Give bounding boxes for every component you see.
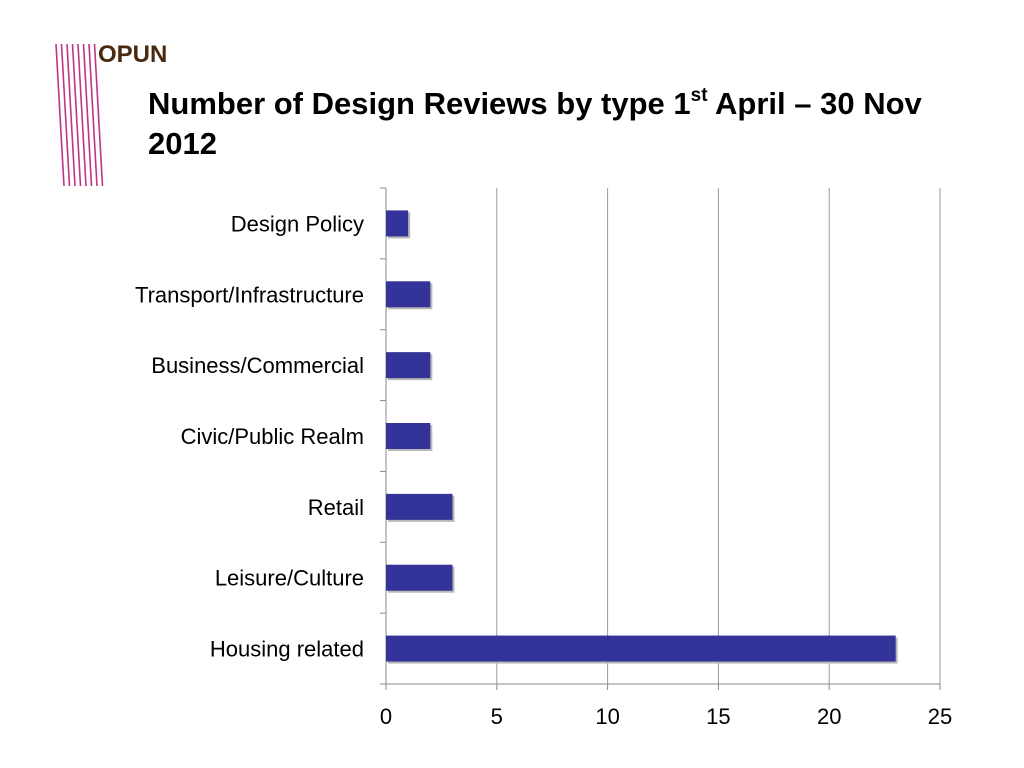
category-label: Design Policy [231,211,364,236]
logo-stripe [88,43,98,187]
x-tick-label: 10 [595,704,619,729]
bar [386,493,453,520]
logo-stripe [82,43,93,187]
category-label: Housing related [210,637,364,662]
opun-logo-stripes-icon [55,43,104,187]
category-label: Transport/Infrastructure [135,282,364,307]
bar [386,423,431,449]
bar [386,635,896,662]
logo-stripe [93,43,104,187]
x-tick-label: 20 [817,704,841,729]
x-tick-label: 0 [380,704,392,729]
chart-title-date-range: April – 30 Nov 2012 [148,86,922,161]
category-label: Leisure/Culture [215,566,364,591]
bar [386,281,431,308]
logo-stripe [77,43,87,187]
x-tick-label: 5 [491,704,503,729]
category-label: Business/Commercial [151,353,364,378]
x-tick-label: 15 [706,704,730,729]
bar [386,564,453,591]
bar [386,352,431,379]
chart-title-text: Number of Design Reviews by type 1 [148,86,691,121]
category-label: Civic/Public Realm [181,424,364,449]
chart-title-superscript: st [690,84,708,106]
logo-stripe [60,43,71,187]
x-tick-label: 25 [928,704,952,729]
category-label: Retail [308,495,364,520]
bar [386,210,409,237]
logo-stripe [66,43,76,187]
chart-title: Number of Design Reviews by type 1st Apr… [148,84,968,164]
logo-stripe [55,43,65,187]
opun-logo: OPUN [98,41,168,68]
logo-stripe [71,43,82,187]
